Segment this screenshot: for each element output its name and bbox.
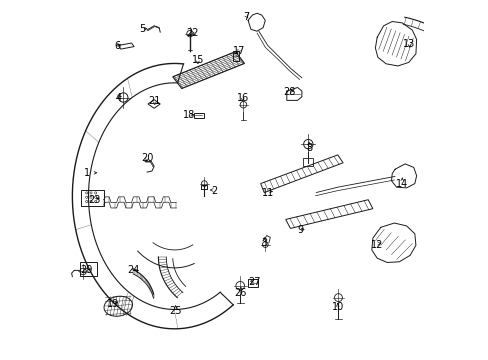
Text: 29: 29 xyxy=(80,265,92,275)
Bar xyxy=(193,113,203,118)
Text: 9: 9 xyxy=(296,225,303,235)
Text: 5: 5 xyxy=(139,24,145,35)
Bar xyxy=(303,158,313,166)
Text: 13: 13 xyxy=(403,39,415,49)
Bar xyxy=(247,279,258,287)
Text: 18: 18 xyxy=(183,111,195,121)
Text: 8: 8 xyxy=(305,143,311,153)
Text: 22: 22 xyxy=(186,28,198,38)
Text: 27: 27 xyxy=(248,277,260,287)
Text: 21: 21 xyxy=(148,96,161,106)
Text: 12: 12 xyxy=(370,239,383,249)
Text: 1: 1 xyxy=(83,168,90,178)
Text: 19: 19 xyxy=(106,299,119,309)
Bar xyxy=(201,185,207,189)
Bar xyxy=(80,262,97,276)
Text: 24: 24 xyxy=(127,265,139,275)
Text: 3: 3 xyxy=(261,238,267,248)
Bar xyxy=(81,190,103,206)
Text: 10: 10 xyxy=(331,302,343,312)
Text: 4: 4 xyxy=(115,93,121,103)
Text: 28: 28 xyxy=(283,87,295,97)
Text: 16: 16 xyxy=(236,93,248,103)
Text: 2: 2 xyxy=(210,186,217,196)
Text: 26: 26 xyxy=(234,288,246,298)
Text: 11: 11 xyxy=(261,188,273,198)
Bar xyxy=(233,51,239,61)
Text: 15: 15 xyxy=(191,55,203,65)
Text: 6: 6 xyxy=(114,41,120,50)
Text: 7: 7 xyxy=(243,12,249,22)
Text: 17: 17 xyxy=(232,46,245,56)
Text: 23: 23 xyxy=(88,195,101,205)
Text: 14: 14 xyxy=(395,179,407,189)
Text: 20: 20 xyxy=(141,153,153,163)
Text: 25: 25 xyxy=(169,306,182,316)
